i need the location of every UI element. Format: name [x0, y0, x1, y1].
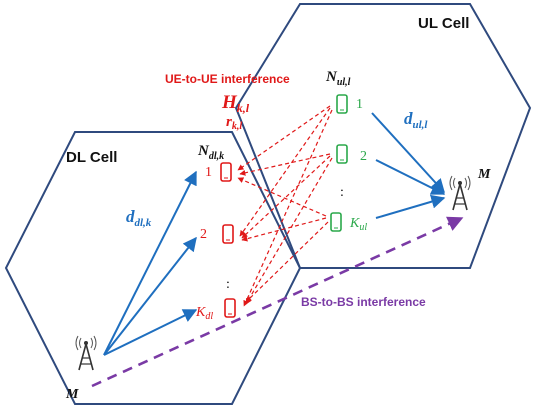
dl-user-2-label: 2 — [200, 227, 207, 242]
n-ul-sub: ul,l — [337, 77, 351, 88]
d-ul-main: d — [404, 109, 413, 128]
channel-h-label: Hk,l — [221, 92, 250, 115]
dl-cell-title: DL Cell — [66, 149, 117, 166]
d-ul-label: dul,l — [404, 109, 428, 131]
interference-k-2 — [241, 217, 327, 242]
dl-cell-hexagon — [4, 131, 302, 405]
bs-to-bs-interference-label: BS-to-BS interference — [301, 295, 426, 309]
n-dl-main: N — [197, 143, 210, 159]
dl-arrow-2 — [103, 236, 197, 356]
ue-interference-arrows — [237, 105, 333, 307]
dl-ellipsis: : — [226, 277, 230, 292]
ul-user-k: Kul — [330, 212, 367, 233]
n-dl-sub: dl,k — [209, 151, 224, 162]
ul-user-k-main: K — [349, 216, 360, 231]
d-dl-sub: dl,k — [135, 217, 152, 229]
ul-user-2: 2 — [336, 144, 367, 164]
dl-arrow-k — [103, 309, 198, 356]
n-ul-main: N — [325, 69, 338, 85]
ul-user-k-sub: ul — [359, 222, 367, 233]
ul-arrows — [371, 112, 446, 219]
interference-1-k — [243, 109, 333, 307]
ul-user-1: 1 — [336, 94, 363, 114]
interference-2-1 — [239, 153, 331, 176]
smartphone-icon — [224, 298, 236, 318]
ul-user-k-label: Kul — [349, 216, 367, 233]
d-dl-label: ddl,k — [126, 207, 152, 229]
ul-arrow-1 — [371, 112, 445, 194]
channel-h-main: H — [221, 92, 238, 113]
dl-user-k-sub: dl — [205, 311, 213, 322]
smartphone-icon — [330, 212, 342, 232]
ul-user-2-label: 2 — [360, 149, 367, 164]
distance-r-main: r — [226, 114, 232, 130]
dl-arrows — [103, 170, 198, 356]
ul-arrow-k — [375, 194, 446, 219]
n-ul-label: Nul,l — [325, 69, 351, 88]
smartphone-icon — [336, 144, 348, 164]
ul-arrow-2 — [375, 159, 446, 195]
dl-user-1-label: 1 — [205, 165, 212, 180]
interference-1-2 — [239, 107, 331, 237]
smartphone-icon — [220, 162, 232, 182]
dl-user-k-main: K — [195, 305, 206, 320]
distance-r-sub: k,l — [232, 121, 243, 132]
d-dl-main: d — [126, 207, 135, 226]
ul-base-station: M — [449, 167, 491, 211]
base-station-icon — [449, 175, 471, 211]
dl-arrow-1 — [103, 170, 197, 356]
ul-user-1-label: 1 — [356, 97, 363, 112]
dl-user-k-label: Kdl — [195, 305, 213, 322]
dl-user-1: 1 — [205, 162, 232, 182]
d-ul-sub: ul,l — [413, 119, 429, 131]
interference-k-k — [245, 221, 329, 303]
smartphone-icon — [222, 224, 234, 244]
ue-to-ue-interference-label: UE-to-UE interference — [165, 72, 290, 86]
smartphone-icon — [336, 94, 348, 114]
distance-r-label: rk,l — [226, 114, 242, 132]
base-station-icon — [75, 335, 97, 371]
dl-user-2: 2 — [200, 224, 234, 244]
n-dl-label: Ndl,k — [197, 143, 224, 162]
ul-bs-antennas-label: M — [477, 167, 491, 182]
dl-bs-antennas-label: M — [65, 387, 79, 402]
channel-h-sub: k,l — [237, 101, 250, 115]
interference-2-2 — [241, 155, 331, 239]
interference-k-1 — [237, 177, 327, 217]
interference-2-k — [245, 157, 333, 305]
interference-1-1 — [237, 105, 331, 171]
ul-ellipsis: : — [340, 185, 344, 200]
dl-user-k: Kdl — [195, 298, 236, 322]
dl-base-station: M — [65, 335, 97, 402]
ul-cell-title: UL Cell — [418, 15, 469, 32]
